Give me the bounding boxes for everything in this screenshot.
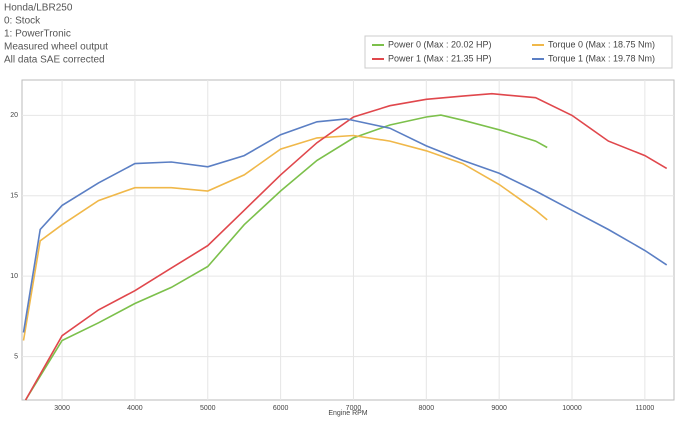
plot-area — [21, 79, 675, 401]
series-line — [22, 118, 668, 333]
legend — [364, 35, 673, 69]
x-axis-label: Engine RPM — [328, 410, 367, 417]
legend-label: Torque 0 (Max : 18.75 Nm) — [548, 39, 655, 49]
legend-label: Torque 1 (Max : 19.78 Nm) — [548, 53, 655, 63]
x-tick-label: 7000 — [346, 405, 362, 412]
annotation: 0: Stock — [4, 16, 41, 27]
series-line — [24, 92, 668, 401]
x-tick-label: 6000 — [273, 405, 289, 412]
x-tick-label: 10000 — [562, 405, 582, 412]
annotation: 1: PowerTronic — [4, 29, 71, 40]
y-tick-label: 15 — [10, 193, 18, 200]
y-tick-label: 5 — [14, 353, 18, 360]
legend-label: Power 0 (Max : 20.02 HP) — [388, 39, 492, 49]
annotation: Measured wheel output — [4, 42, 108, 53]
x-tick-label: 3000 — [54, 405, 70, 412]
y-tick-label: 20 — [10, 112, 18, 119]
x-tick-label: 5000 — [200, 405, 216, 412]
y-tick-label: 10 — [10, 273, 18, 280]
x-tick-label: 4000 — [127, 405, 143, 412]
annotation: Honda/LBR250 — [4, 3, 73, 14]
x-tick-label: 11000 — [635, 405, 654, 412]
x-tick-label: 9000 — [491, 405, 507, 412]
annotation: All data SAE corrected — [4, 55, 105, 66]
series-line — [24, 114, 548, 401]
x-tick-label: 8000 — [419, 405, 435, 412]
series-line — [22, 134, 548, 341]
legend-label: Power 1 (Max : 21.35 HP) — [388, 53, 492, 63]
